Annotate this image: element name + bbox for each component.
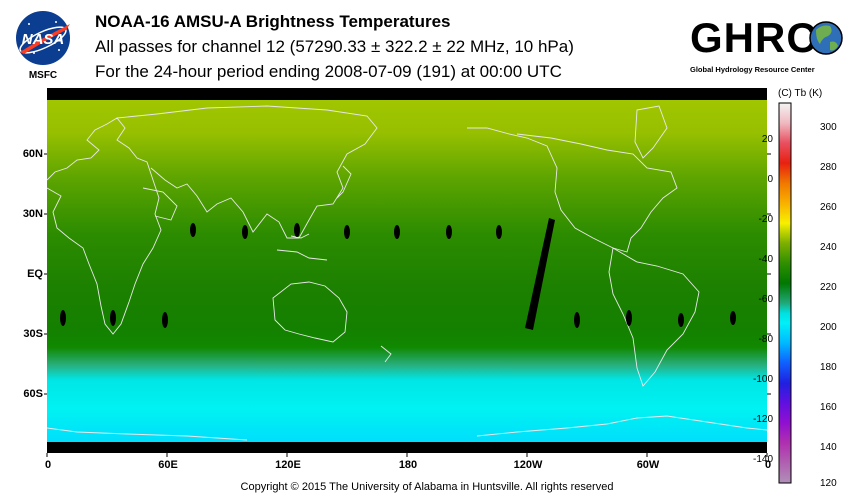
lat-label-30n: 30N	[22, 208, 43, 220]
colorbar-kelvin-tick: 300	[820, 122, 837, 133]
lat-label-60s: 60S	[23, 388, 43, 400]
colorbar-gradient	[778, 102, 792, 484]
colorbar-header: (C) Tb (K)	[778, 88, 823, 99]
period-text: For the 24-hour period ending 2008-07-09…	[95, 62, 562, 81]
colorbar-celsius-tick: -120	[752, 414, 773, 425]
south-missing-band	[47, 442, 767, 453]
lon-label-0: 0	[44, 459, 52, 471]
lon-label-60w: 60W	[636, 459, 660, 471]
map-svg	[46, 88, 768, 453]
colorbar-celsius-tick: -80	[758, 334, 773, 345]
lat-label-30s: 30S	[23, 328, 43, 340]
ghrc-logo-text: GHRC	[690, 14, 818, 61]
lon-label-120w: 120W	[513, 459, 543, 471]
colorbar-celsius-tick: -100	[752, 374, 773, 385]
lon-label-0-east: 0	[764, 459, 772, 471]
ghrc-logo: GHRC Global Hydrology Resource Center	[686, 8, 848, 80]
colorbar-celsius-tick: -140	[752, 454, 773, 465]
lon-label-60e: 60E	[158, 459, 178, 471]
copyright-notice: Copyright © 2015 The University of Alaba…	[240, 481, 614, 493]
colorbar-kelvin-tick: 260	[820, 202, 837, 213]
map-subtitle: All passes for channel 12 (57290.33 ± 32…	[95, 37, 574, 56]
colorbar-kelvin-tick: 180	[820, 362, 837, 373]
missing-swath-gaps	[60, 218, 736, 330]
lat-label-eq: EQ	[27, 268, 43, 280]
colorbar-celsius-tick: -40	[758, 254, 773, 265]
nasa-meatball-icon: NASA	[16, 11, 70, 65]
colorbar-kelvin-tick: 120	[820, 478, 837, 489]
colorbar-celsius-tick: 20	[761, 134, 773, 145]
colorbar-celsius-tick: 0	[767, 174, 773, 185]
colorbar-kelvin-tick: 220	[820, 282, 837, 293]
colorbar-kelvin-tick: 280	[820, 162, 837, 173]
nasa-logo-text: NASA	[22, 31, 65, 48]
lat-label-60n: 60N	[22, 148, 43, 160]
globe-icon	[809, 21, 843, 55]
colorbar-kelvin-tick: 160	[820, 402, 837, 413]
temperature-field	[47, 88, 767, 453]
coastlines	[46, 105, 768, 441]
lon-label-120e: 120E	[275, 459, 301, 471]
msfc-label: MSFC	[28, 70, 58, 81]
colorbar-celsius-tick: -60	[758, 294, 773, 305]
colorbar-kelvin-tick: 140	[820, 442, 837, 453]
map-title: NOAA-16 AMSU-A Brightness Temperatures	[95, 12, 451, 31]
ghrc-subtitle: Global Hydrology Resource Center	[690, 65, 815, 74]
colorbar	[778, 102, 792, 484]
brightness-temperature-map	[46, 88, 768, 453]
colorbar-kelvin-tick: 240	[820, 242, 837, 253]
nasa-logo: NASA MSFC	[12, 8, 74, 88]
lon-label-180: 180	[398, 459, 418, 471]
colorbar-celsius-tick: -20	[758, 214, 773, 225]
colorbar-kelvin-tick: 200	[820, 322, 837, 333]
north-missing-band	[47, 88, 767, 100]
